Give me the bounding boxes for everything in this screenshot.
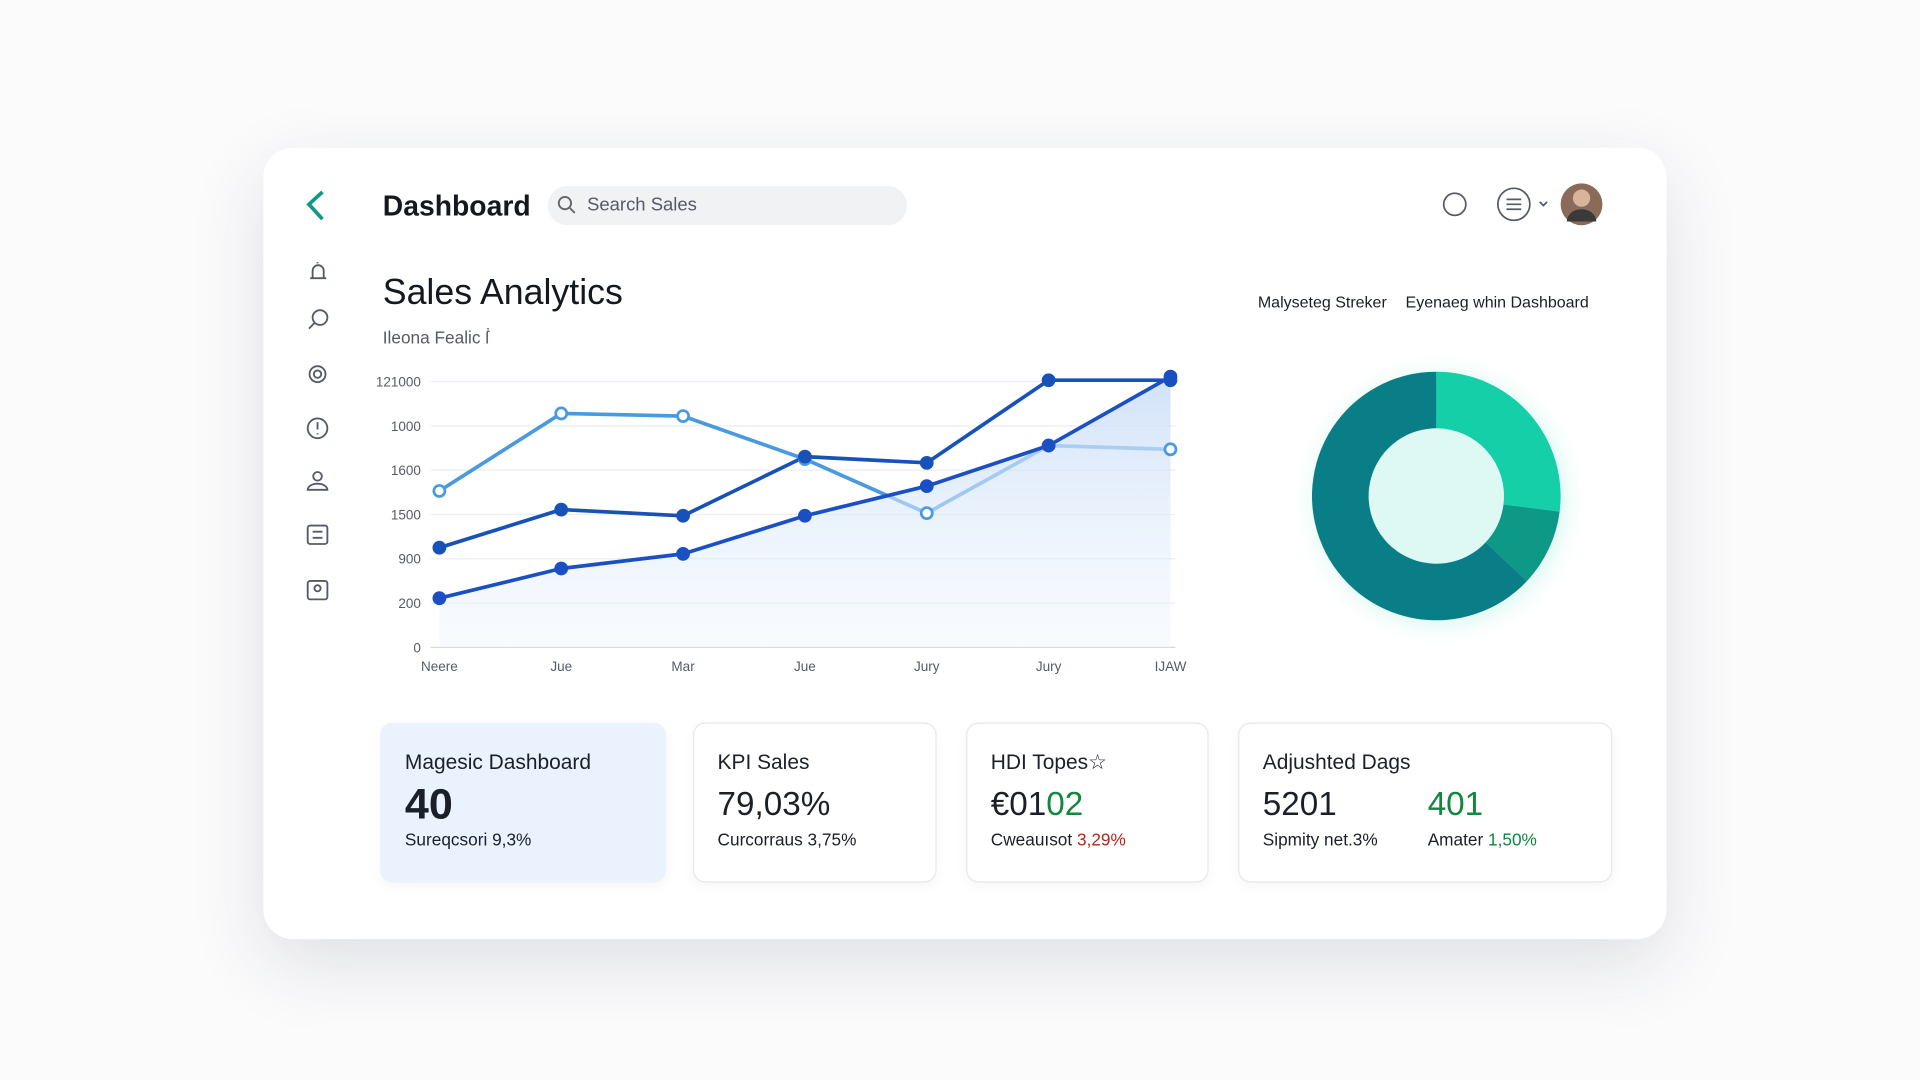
marker xyxy=(676,409,690,423)
marker xyxy=(676,508,690,523)
sidebar xyxy=(306,190,329,601)
menu-icon[interactable] xyxy=(1496,187,1531,222)
y-tick-label: 200 xyxy=(398,596,421,611)
marker xyxy=(1041,373,1056,388)
search-icon[interactable] xyxy=(311,309,329,326)
marker xyxy=(919,479,934,493)
donut-segment xyxy=(1312,371,1527,621)
kpi-value: 5201 xyxy=(1262,785,1337,823)
y-tick-label: 121000 xyxy=(376,374,421,389)
panel-link[interactable]: Eyenaeg whin Dashboard xyxy=(1405,292,1589,312)
kpi-card[interactable]: HDI Topes☆ €0102 Cweauısot 3,29% xyxy=(966,722,1209,883)
header-title: Dashboard xyxy=(382,189,531,222)
marker xyxy=(1163,442,1178,457)
info-icon[interactable] xyxy=(306,417,329,440)
kpi-note: Cweauısot 3,29% xyxy=(991,830,1126,850)
kpi-change: 3,29% xyxy=(1076,829,1126,850)
marker xyxy=(554,502,569,517)
panel-subtitle: Ileona Fealic ẛ xyxy=(382,327,490,348)
y-tick-label: 1500 xyxy=(391,507,421,522)
search-placeholder[interactable]: Search Sales xyxy=(587,194,697,216)
kpi-title: Magesic Dashboard xyxy=(404,750,592,775)
marker xyxy=(919,455,934,470)
kpi-note-text: Curcorraus xyxy=(717,829,803,850)
kpi-title: KPI Sales xyxy=(717,750,810,775)
marker xyxy=(1163,369,1178,384)
kpi-note: Sureqcsori 9,3% xyxy=(405,830,531,850)
marker xyxy=(798,449,812,464)
settings-icon[interactable] xyxy=(308,365,327,384)
area xyxy=(439,376,1171,648)
kpi-card[interactable]: Magesic Dashboard 40 Sureqcsori 9,3% xyxy=(380,722,666,883)
marker xyxy=(554,561,569,576)
x-tick-label: Jury xyxy=(914,659,940,674)
marker xyxy=(798,508,812,523)
kpi-value: 79,03% xyxy=(717,785,831,823)
kpi-card[interactable]: KPI Sales 79,03% Curcorraus 3,75% xyxy=(692,722,937,883)
x-tick-label: IJAW xyxy=(1155,659,1187,674)
kpi-note: Sipmity net.3% xyxy=(1262,829,1378,850)
kpi-title: Adjushted Dags xyxy=(1262,750,1411,775)
panel-link[interactable]: Malyseteg Streker xyxy=(1257,292,1387,312)
kpi-value-tail: 02 xyxy=(1046,785,1084,823)
marker xyxy=(432,484,447,498)
kpi-value-head: €01 xyxy=(990,785,1047,823)
profile-icon[interactable] xyxy=(306,579,329,601)
marker xyxy=(432,540,447,555)
calendar-icon[interactable] xyxy=(306,524,329,545)
kpi-note-text: Sureqcsori xyxy=(404,829,488,850)
kpi-value: 401 xyxy=(1427,785,1484,823)
marker xyxy=(676,547,690,561)
kpi-change: 9,3% xyxy=(492,829,532,850)
marker xyxy=(1041,438,1056,453)
bell-icon[interactable] xyxy=(310,262,327,280)
back-button[interactable] xyxy=(306,190,324,221)
search-box[interactable] xyxy=(547,185,908,226)
y-tick-label: 900 xyxy=(398,552,421,567)
x-tick-label: Jue xyxy=(550,659,572,674)
kpi-note: Curcorraus 3,75% xyxy=(718,830,857,850)
donut-segment xyxy=(1436,371,1561,512)
y-tick-label: 0 xyxy=(413,640,421,655)
marker xyxy=(919,506,934,521)
users-icon[interactable] xyxy=(312,471,323,482)
kpi-card[interactable]: Adjushted Dags 5201 401 Sipmity net.3% A… xyxy=(1238,722,1613,883)
kpi-note-text: Amater xyxy=(1427,829,1484,850)
kpi-title: HDI Topes☆ xyxy=(990,750,1107,775)
chat-icon[interactable] xyxy=(1442,192,1467,217)
x-tick-label: Neere xyxy=(421,659,458,674)
panel-title: Sales Analytics xyxy=(382,273,623,313)
x-tick-label: Mar xyxy=(671,659,695,674)
x-tick-label: Jue xyxy=(794,659,816,674)
kpi-note: Amater 1,50% xyxy=(1428,830,1537,850)
y-tick-label: 1000 xyxy=(391,419,421,434)
kpi-change: 3,75% xyxy=(807,829,857,850)
x-tick-label: Jury xyxy=(1036,659,1062,674)
y-tick-label: 1600 xyxy=(391,463,421,478)
marker xyxy=(432,591,447,606)
marker xyxy=(554,406,569,421)
kpi-change: 1,50% xyxy=(1488,829,1537,850)
donut-segment xyxy=(1485,504,1560,582)
kpi-value: 40 xyxy=(404,780,453,829)
kpi-value: €0102 xyxy=(991,785,1083,823)
kpi-note-text: Cweauısot xyxy=(990,829,1073,850)
